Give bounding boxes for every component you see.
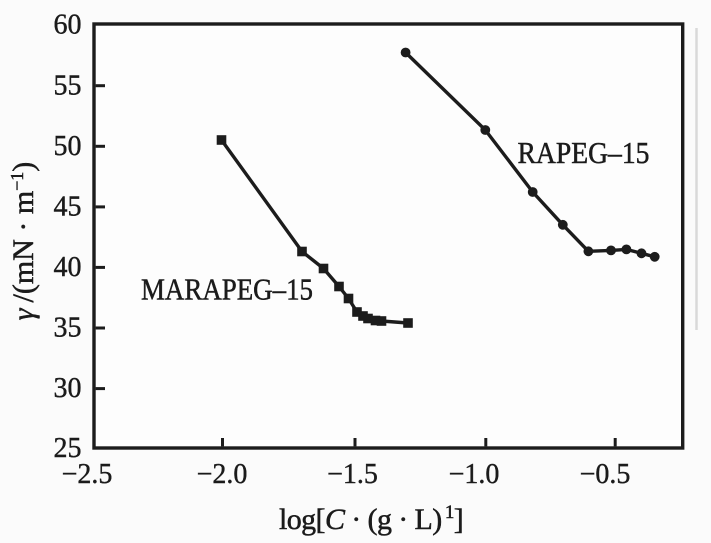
svg-text:30: 30 bbox=[54, 373, 82, 404]
svg-text:−0.5: −0.5 bbox=[580, 459, 631, 490]
svg-text:−2.0: −2.0 bbox=[197, 459, 248, 490]
svg-text:50: 50 bbox=[54, 131, 82, 162]
svg-text:log[C · (g · L) 1]: log[C · (g · L) 1] bbox=[279, 502, 463, 536]
svg-text:RAPEG–15: RAPEG–15 bbox=[518, 135, 650, 170]
svg-text:60: 60 bbox=[54, 10, 82, 41]
svg-text:−1.0: −1.0 bbox=[449, 459, 500, 490]
svg-text:55: 55 bbox=[54, 71, 82, 102]
svg-text:−2.5: −2.5 bbox=[62, 459, 113, 490]
svg-text:−1.5: −1.5 bbox=[327, 459, 378, 490]
svg-text:25: 25 bbox=[54, 433, 82, 464]
svg-text:MARAPEG–15: MARAPEG–15 bbox=[141, 272, 313, 307]
svg-text:35: 35 bbox=[54, 313, 82, 344]
svg-text:45: 45 bbox=[54, 192, 82, 223]
svg-text:40: 40 bbox=[54, 252, 82, 283]
